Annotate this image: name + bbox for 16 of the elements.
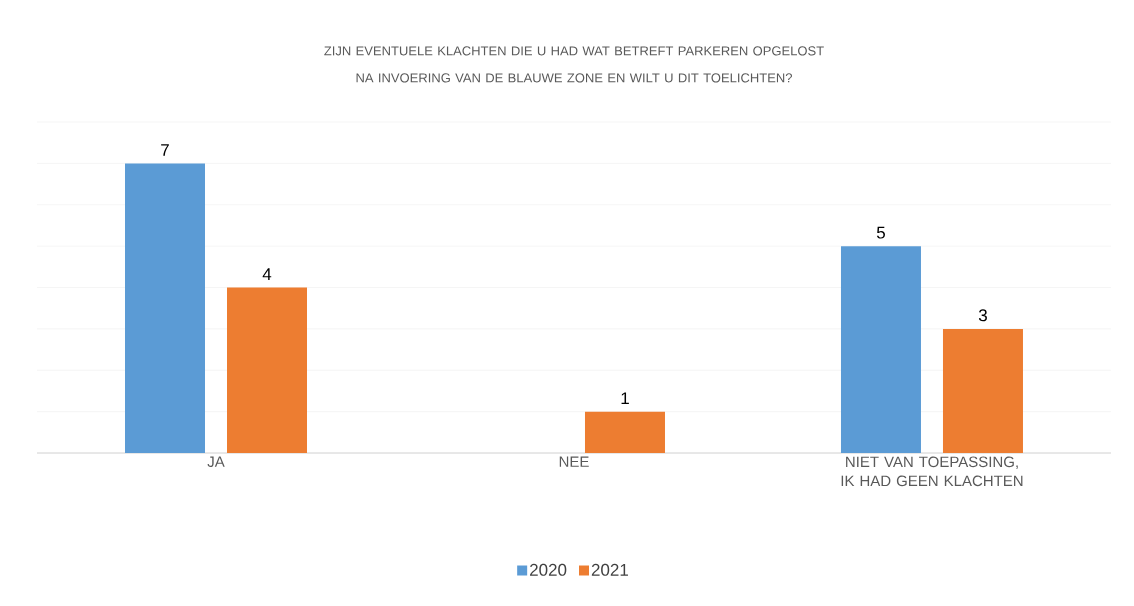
legend-label: 2021: [591, 563, 628, 576]
data-label: 4: [262, 268, 272, 280]
x-tick-label: NIET VAN TOEPASSING, IK HAD GEEN KLACHTEN: [841, 456, 1023, 487]
x-tick-label: JA: [207, 456, 225, 467]
data-label: 3: [978, 309, 987, 322]
bar: [227, 287, 307, 453]
chart-title: ZIJN EVENTUELE KLACHTEN DIE U HAD WAT BETREFT PARKEREN OPGELOST NA INVOERING VAN DE BLAUWE ZONE EN WILT U DIT TOELICHTEN?: [324, 46, 824, 83]
data-label: 5: [876, 226, 885, 239]
data-label: 1: [621, 392, 629, 405]
data-label: 7: [161, 144, 169, 156]
bar: [125, 163, 205, 453]
bar: [840, 246, 921, 453]
bar: [942, 328, 1023, 453]
legend-label: 2020: [530, 563, 567, 576]
x-tick-label: NEE: [559, 456, 589, 467]
bar: [584, 411, 665, 453]
